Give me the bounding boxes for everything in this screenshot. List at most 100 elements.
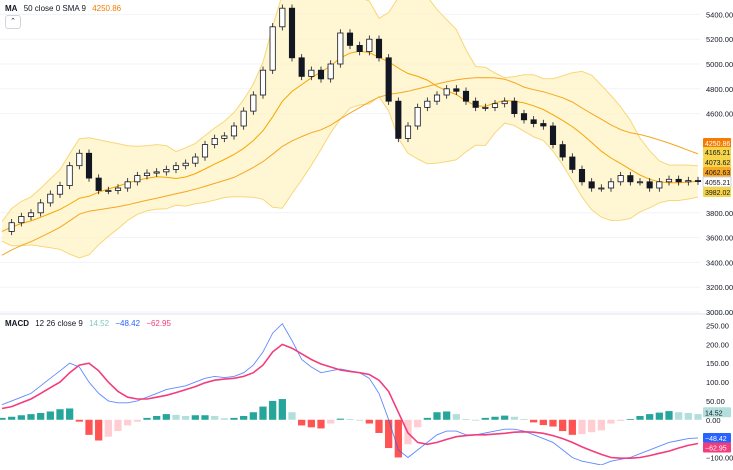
candle-body: [76, 152, 83, 167]
macd-histogram-bar: [501, 415, 509, 420]
candle-body: [105, 190, 112, 192]
macd-histogram-bar: [385, 419, 393, 449]
macd-histogram-bar: [365, 419, 373, 424]
price-tick-label: 3200.00: [706, 283, 733, 292]
candle-body: [549, 125, 557, 146]
candle-body: [66, 165, 73, 186]
macd-histogram-bar: [414, 419, 422, 428]
macd-histogram-bar: [143, 417, 151, 420]
macd-legend: MACD 12 26 close 9 14.52 −48.42 −62.95: [5, 319, 175, 328]
candle-body: [462, 90, 470, 102]
candle-body: [453, 88, 460, 92]
candle-body: [37, 202, 44, 214]
macd-histogram-bar: [182, 416, 190, 420]
candle-body: [259, 69, 267, 96]
macd-value-label: −62.95: [705, 445, 727, 452]
macd-tick-label: 100.00: [706, 378, 729, 387]
macd-histogram-bar: [452, 414, 460, 420]
macd-histogram-bar: [104, 419, 112, 437]
candle-body: [665, 178, 673, 183]
candle-body: [192, 156, 199, 164]
price-value-label: 4055.21: [705, 180, 730, 187]
price-tick-label: 3800.00: [706, 209, 733, 218]
macd-histogram-bar: [675, 412, 683, 420]
main-legend: MA 50 close 0 SMA 9 4250.86: [5, 4, 125, 13]
ma-legend-value: 4250.86: [92, 4, 122, 13]
candle-body: [530, 119, 537, 124]
price-value-label-bg: [703, 138, 731, 148]
macd-histogram-bar: [327, 419, 335, 424]
ma-line: [1, 77, 699, 256]
macd-histogram-bar: [172, 414, 180, 420]
candle-body: [443, 88, 450, 96]
ma-legend-name[interactable]: MA: [5, 4, 18, 13]
candle-body: [520, 113, 528, 121]
macd-histogram-bar: [356, 419, 364, 421]
candle-body: [675, 178, 682, 183]
macd-tick-label: 250.00: [706, 322, 729, 331]
candle-body: [627, 175, 634, 183]
macd-histogram-bar: [66, 408, 74, 420]
candle-body: [685, 180, 692, 183]
band-lower-line: [1, 95, 699, 259]
price-tick-label: 3600.00: [706, 234, 733, 243]
macd-histogram-bar: [510, 416, 518, 420]
price-value-label-bg: [703, 167, 731, 177]
macd-histogram-bar: [375, 419, 383, 433]
signal-line: [1, 343, 699, 459]
macd-value-label-bg: [703, 433, 731, 444]
candle-body: [95, 177, 102, 191]
candle-body: [433, 94, 441, 102]
macd-histogram-bar: [336, 418, 344, 420]
macd-histogram-bar: [95, 419, 103, 441]
candle-body: [646, 181, 653, 189]
candle-body: [414, 107, 421, 127]
macd-tick-label: −100.00: [706, 453, 733, 462]
candle-body: [269, 26, 276, 71]
macd-histogram-bar: [617, 419, 625, 421]
macd-legend-name[interactable]: MACD: [5, 319, 29, 328]
candle-body: [182, 162, 189, 167]
macd-histogram-bar: [211, 416, 219, 420]
macd-histogram-bar: [56, 409, 64, 420]
candle-body: [18, 216, 25, 224]
macd-histogram-bar: [520, 419, 528, 420]
macd-histogram-bar: [307, 419, 315, 428]
price-tick-label: 5000.00: [706, 60, 733, 69]
macd-histogram-bar: [491, 416, 499, 420]
candle-body: [240, 110, 247, 127]
macd-histogram-bar: [588, 419, 596, 433]
candle-body: [124, 181, 131, 189]
macd-histogram-bar: [684, 412, 692, 420]
macd-legend-macd: −48.42: [115, 319, 141, 328]
candle-body: [569, 156, 576, 170]
macd-histogram-bar: [162, 414, 170, 420]
candle-body: [47, 193, 54, 204]
candle-body: [201, 144, 209, 158]
chevron-up-icon[interactable]: ⌃: [5, 15, 21, 29]
candle-body: [337, 32, 344, 65]
candle-body: [404, 125, 412, 139]
price-value-label: 4250.86: [705, 141, 730, 148]
candle-body: [308, 69, 315, 77]
candle-body: [578, 168, 586, 183]
band-upper-line: [1, 0, 699, 222]
macd-histogram-bar: [220, 418, 228, 420]
candle-body: [163, 168, 170, 173]
macd-histogram-bar: [17, 415, 25, 420]
macd-legend-signal: −62.95: [146, 319, 171, 328]
macd-histogram-bar: [636, 416, 644, 420]
macd-histogram-bar: [114, 419, 122, 432]
macd-value-label-bg: [703, 407, 731, 418]
candle-body: [279, 7, 286, 28]
macd-histogram-bar: [568, 419, 576, 435]
candle-body: [395, 100, 402, 139]
macd-histogram-bar: [462, 419, 470, 420]
macd-histogram-bar: [549, 419, 557, 427]
candle-body: [472, 100, 479, 108]
macd-histogram-bar: [8, 416, 16, 420]
candle-body: [211, 137, 218, 145]
price-value-label: 4073.62: [705, 160, 730, 167]
